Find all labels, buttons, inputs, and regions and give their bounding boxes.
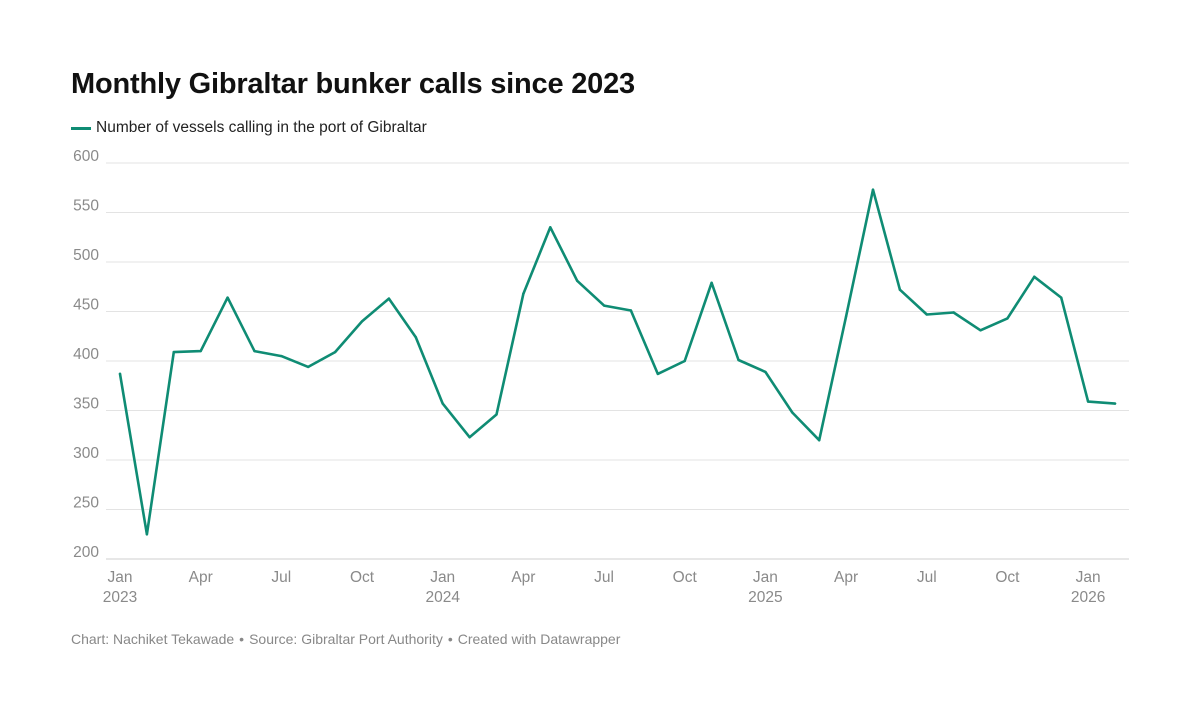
data-point xyxy=(898,288,902,291)
y-tick-label: 300 xyxy=(73,445,99,462)
y-tick-label: 500 xyxy=(73,247,99,264)
data-point xyxy=(360,320,364,323)
y-tick-label: 600 xyxy=(73,148,99,165)
data-point xyxy=(226,296,229,299)
data-point xyxy=(199,349,202,353)
footer-byline: Chart: Nachiket Tekawade xyxy=(71,631,235,647)
data-point xyxy=(441,402,444,405)
data-point xyxy=(791,411,794,414)
y-tick-label: 250 xyxy=(73,495,99,512)
data-point xyxy=(387,297,391,300)
data-point xyxy=(333,350,337,354)
x-tick-label: Apr xyxy=(189,569,213,586)
data-point xyxy=(414,336,418,339)
x-tick-label: Apr xyxy=(834,569,858,586)
data-point xyxy=(979,329,982,332)
data-point xyxy=(1033,275,1036,279)
x-tick-label: Jan xyxy=(108,569,133,586)
data-point xyxy=(253,349,256,353)
x-tick-label: Oct xyxy=(995,569,1020,586)
data-point xyxy=(925,313,928,316)
data-point xyxy=(710,281,713,284)
x-tick-year-label: 2023 xyxy=(103,589,137,606)
y-tick-label: 400 xyxy=(73,346,99,363)
series-layer xyxy=(118,188,1117,536)
data-point xyxy=(817,439,821,442)
data-point xyxy=(844,315,848,318)
footer: Chart: Nachiket Tekawade • Source: Gibralt… xyxy=(71,631,621,647)
y-tick-label: 550 xyxy=(73,198,99,215)
x-tick-label: Jul xyxy=(594,569,614,586)
data-point xyxy=(118,372,122,376)
data-point xyxy=(764,370,767,374)
chart-title: Monthly Gibraltar bunker calls since 202… xyxy=(71,68,635,100)
x-tick-label: Jan xyxy=(430,569,455,586)
legend: Number of vessels calling in the port of… xyxy=(71,119,427,137)
data-point xyxy=(629,309,633,312)
x-tick-year-label: 2024 xyxy=(425,589,460,606)
data-point xyxy=(1060,296,1063,299)
series-line xyxy=(118,188,1117,536)
data-point xyxy=(952,311,955,314)
x-axis-ticks: Jan 2023 Apr Jul Oct Jan 2024 Apr Jul Oct Jan 2025 A… xyxy=(103,569,1106,606)
x-tick-label: Jul xyxy=(271,569,291,586)
data-point xyxy=(495,413,498,416)
data-point xyxy=(522,292,525,295)
y-tick-label: 450 xyxy=(73,297,99,314)
data-point xyxy=(1113,402,1117,405)
data-point xyxy=(683,359,686,363)
data-point xyxy=(549,226,552,229)
footer-source: Source: Gibraltar Port Authority xyxy=(249,631,443,647)
x-tick-label: Apr xyxy=(511,569,535,586)
y-tick-label: 350 xyxy=(73,396,99,413)
x-tick-year-label: 2026 xyxy=(1071,589,1105,606)
data-point xyxy=(871,188,875,191)
data-point xyxy=(1086,400,1090,403)
data-point xyxy=(468,436,471,439)
data-point xyxy=(145,533,149,536)
x-tick-label: Oct xyxy=(673,569,698,586)
data-point xyxy=(737,358,740,362)
data-point xyxy=(1006,317,1009,320)
data-point xyxy=(656,372,660,376)
footer-tool: Created with Datawrapper xyxy=(457,631,621,647)
data-point xyxy=(307,365,310,369)
data-point xyxy=(575,279,579,283)
data-point xyxy=(172,350,175,354)
y-tick-label: 200 xyxy=(73,544,99,561)
x-tick-label: Jan xyxy=(1076,569,1101,586)
data-point xyxy=(602,304,606,307)
x-tick-label: Oct xyxy=(350,569,375,586)
legend-label: Number of vessels calling in the port of… xyxy=(96,119,427,136)
x-tick-year-label: 2025 xyxy=(748,589,782,606)
grid-lines xyxy=(106,162,1129,560)
x-tick-label: Jan xyxy=(753,569,778,586)
data-point xyxy=(280,354,283,358)
legend-line-swatch xyxy=(71,126,91,130)
y-axis-ticks: 200 250 300 350 400 450 500 550 600 xyxy=(73,148,99,561)
x-tick-label: Jul xyxy=(917,569,937,586)
